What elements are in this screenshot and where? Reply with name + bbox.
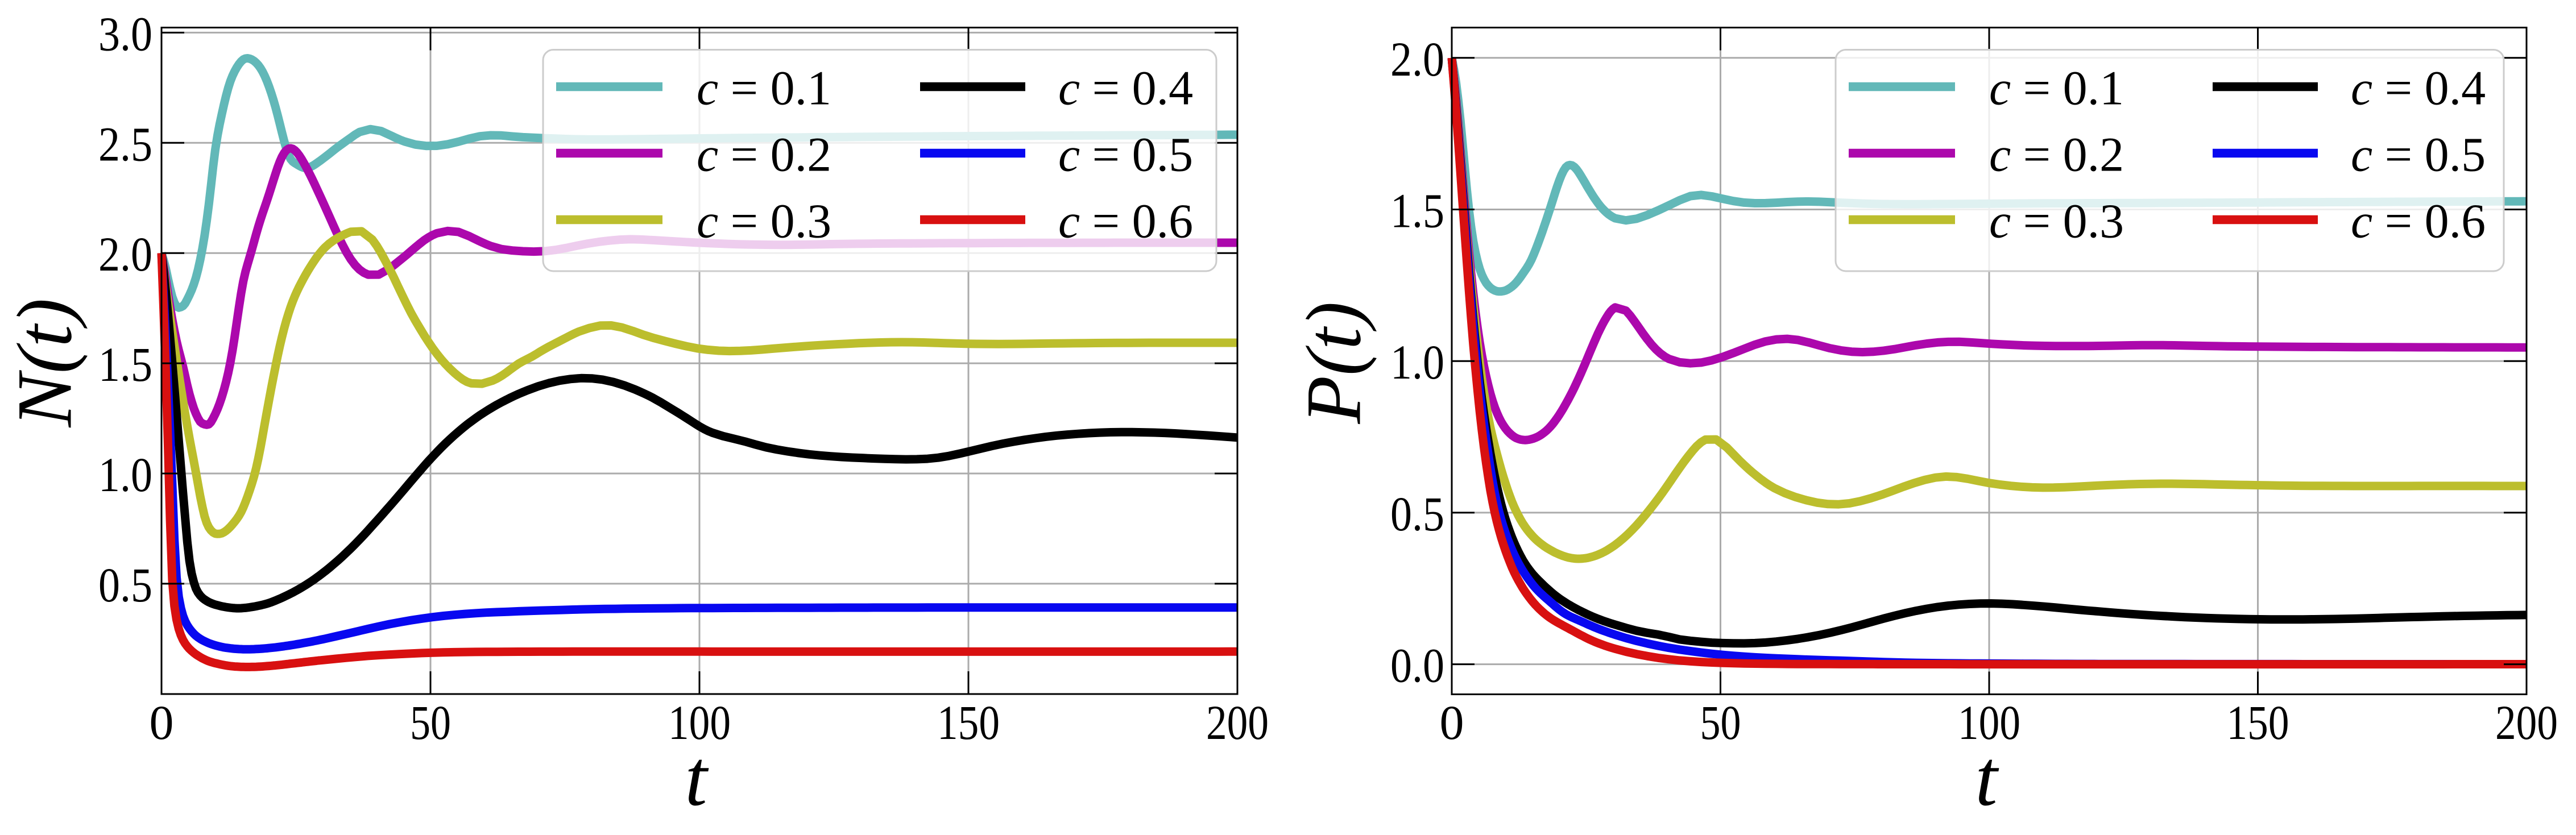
- svg-text:c = 0.3: c = 0.3: [697, 194, 831, 248]
- svg-text:c = 0.6: c = 0.6: [2351, 194, 2486, 248]
- svg-text:N(t): N(t): [1, 298, 88, 429]
- svg-text:2.0: 2.0: [98, 227, 152, 281]
- svg-text:t: t: [685, 734, 709, 822]
- svg-text:c = 0.5: c = 0.5: [1058, 127, 1193, 182]
- svg-text:1.5: 1.5: [98, 337, 152, 392]
- svg-text:1.0: 1.0: [98, 447, 152, 502]
- svg-text:c = 0.2: c = 0.2: [697, 127, 831, 182]
- svg-text:c = 0.3: c = 0.3: [1989, 194, 2124, 248]
- svg-text:50: 50: [1700, 695, 1741, 750]
- svg-text:c = 0.1: c = 0.1: [1989, 61, 2124, 115]
- svg-text:100: 100: [668, 695, 731, 750]
- svg-text:100: 100: [1958, 695, 2020, 750]
- svg-text:50: 50: [410, 695, 451, 750]
- svg-text:2.0: 2.0: [1390, 32, 1444, 86]
- svg-text:c = 0.1: c = 0.1: [697, 61, 831, 115]
- svg-text:c = 0.2: c = 0.2: [1989, 127, 2124, 182]
- svg-text:0: 0: [150, 695, 174, 750]
- svg-text:c = 0.6: c = 0.6: [1058, 194, 1193, 248]
- svg-text:c = 0.5: c = 0.5: [2351, 127, 2486, 182]
- svg-text:0.5: 0.5: [98, 558, 152, 612]
- svg-text:200: 200: [2495, 695, 2558, 750]
- svg-text:150: 150: [2227, 695, 2289, 750]
- svg-text:0.5: 0.5: [1390, 487, 1444, 541]
- svg-text:150: 150: [937, 695, 1000, 750]
- svg-text:3.0: 3.0: [98, 6, 152, 61]
- svg-text:1.5: 1.5: [1390, 184, 1444, 238]
- svg-text:200: 200: [1206, 695, 1269, 750]
- svg-text:0.0: 0.0: [1390, 638, 1444, 693]
- svg-text:2.5: 2.5: [98, 117, 152, 171]
- svg-text:c = 0.4: c = 0.4: [1058, 61, 1193, 115]
- svg-text:0: 0: [1440, 695, 1464, 750]
- svg-text:t: t: [1975, 734, 1999, 822]
- svg-text:1.0: 1.0: [1390, 335, 1444, 389]
- svg-text:c = 0.4: c = 0.4: [2351, 61, 2486, 115]
- svg-text:P(t): P(t): [1290, 302, 1377, 425]
